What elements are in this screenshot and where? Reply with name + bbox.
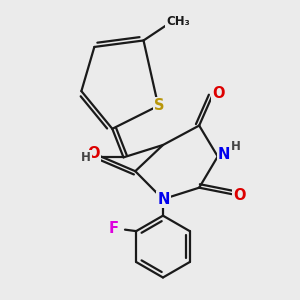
Text: S: S — [154, 98, 164, 113]
Text: H: H — [81, 151, 91, 164]
Text: O: O — [233, 188, 245, 203]
Text: N: N — [158, 192, 170, 207]
Text: N: N — [218, 147, 230, 162]
Text: H: H — [230, 140, 240, 153]
Text: O: O — [87, 146, 100, 161]
Text: CH₃: CH₃ — [166, 14, 190, 28]
Text: F: F — [108, 221, 118, 236]
Text: O: O — [212, 86, 225, 101]
